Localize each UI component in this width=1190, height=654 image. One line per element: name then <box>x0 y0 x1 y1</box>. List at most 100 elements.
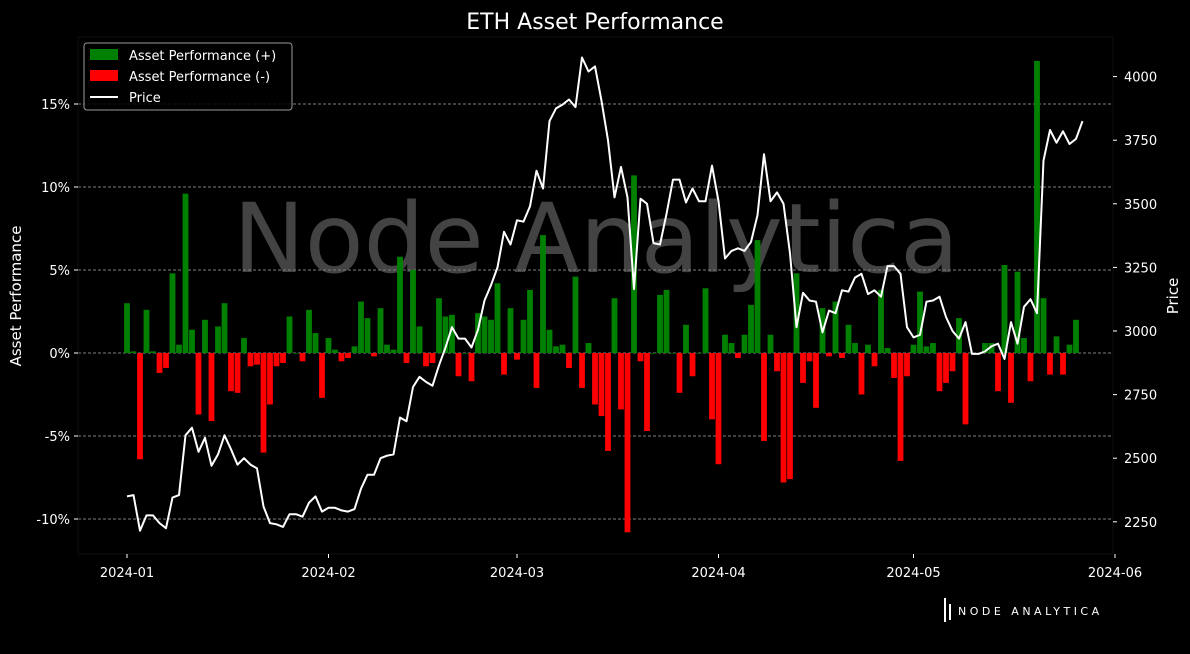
bar-positive <box>390 349 397 353</box>
logo-text: NODE ANALYTICA <box>958 605 1103 618</box>
bar-negative <box>943 353 949 383</box>
bar-positive <box>364 318 371 353</box>
bar-negative <box>689 353 696 377</box>
bar-positive <box>397 256 403 353</box>
bar-positive <box>1021 338 1027 353</box>
bar-positive <box>494 283 501 353</box>
bar-negative <box>715 353 722 465</box>
bar-positive <box>507 308 514 353</box>
bar-positive <box>865 344 871 353</box>
brand-logo: NODE ANALYTICA <box>944 598 1103 622</box>
bar-negative <box>806 353 813 362</box>
y2-tick-label: 2750 <box>1124 389 1157 404</box>
bar-negative <box>566 353 572 368</box>
y2-tick-label: 2250 <box>1124 516 1157 531</box>
bar-positive <box>143 309 150 353</box>
bar-positive <box>878 289 884 353</box>
bar-negative <box>949 353 956 372</box>
bar-negative <box>592 353 598 405</box>
bar-positive <box>384 344 390 353</box>
chart-title: ETH Asset Performance <box>466 10 723 35</box>
bar-positive <box>585 343 592 353</box>
bar-negative <box>904 353 910 377</box>
y2-tick-label: 3000 <box>1124 325 1157 340</box>
y-axis-title: Asset Performance <box>7 226 25 367</box>
bar-positive <box>832 301 839 353</box>
bar-negative <box>299 353 306 362</box>
x-tick-label: 2024-05 <box>886 566 940 581</box>
legend-label-negative: Asset Performance (-) <box>129 70 270 85</box>
price-line <box>126 56 1084 532</box>
bar-negative <box>260 353 267 453</box>
bar-negative <box>234 353 241 393</box>
bar-negative <box>254 353 260 365</box>
bar-negative <box>280 353 286 363</box>
bar-negative <box>163 353 169 368</box>
y-tick-label: -10% <box>36 513 70 528</box>
x-tick-label: 2024-04 <box>691 566 745 581</box>
legend-label-positive: Asset Performance (+) <box>129 49 276 64</box>
bar-negative <box>644 353 650 432</box>
bar-positive <box>351 346 358 353</box>
bar-negative <box>735 353 741 358</box>
plot-frame <box>77 36 1114 555</box>
bar-positive <box>663 289 670 353</box>
bar-negative <box>618 353 624 410</box>
right-axis: 2250 2500 2750 3000 3250 3500 3750 4000 <box>1113 71 1157 531</box>
y2-tick-label: 3500 <box>1124 198 1157 213</box>
bar-positive <box>215 326 221 353</box>
bar-negative <box>429 353 436 363</box>
bar-positive <box>910 344 917 353</box>
bar-positive <box>488 319 494 353</box>
bar-negative <box>403 353 410 363</box>
bar-positive <box>449 314 455 353</box>
bar-negative <box>267 353 273 405</box>
bar-positive <box>436 298 442 353</box>
bar-negative <box>897 353 904 461</box>
legend-swatch-negative <box>90 70 118 81</box>
logo-mark-tall <box>944 598 946 622</box>
bar-positive <box>683 324 689 353</box>
bar-negative <box>962 353 969 425</box>
bar-positive <box>793 273 800 353</box>
legend-swatch-positive <box>90 49 118 60</box>
price-series <box>126 56 1084 532</box>
bar-positive <box>527 289 533 353</box>
bar-positive <box>410 270 416 353</box>
bar-negative <box>605 353 611 451</box>
bar-negative <box>813 353 819 408</box>
y2-tick-label: 3750 <box>1124 134 1157 149</box>
bar-negative <box>1008 353 1014 403</box>
y-tick-label: 5% <box>49 264 70 279</box>
bar-negative <box>871 353 878 367</box>
bar-negative <box>228 353 234 392</box>
bar-positive <box>540 235 546 353</box>
x-tick-label: 2024-03 <box>490 566 544 581</box>
x-axis: 2024-01 2024-02 2024-03 2024-04 2024-05 2024-… <box>100 554 1142 581</box>
bar-positive <box>917 291 923 353</box>
bar-positive <box>169 273 176 353</box>
bar-positive <box>572 276 579 353</box>
bar-positive <box>982 343 988 353</box>
bar-positive <box>377 308 384 353</box>
bar-positive <box>221 303 228 353</box>
bar-positive <box>124 303 130 353</box>
bar-positive <box>631 175 637 353</box>
bar-negative <box>455 353 462 377</box>
bar-negative <box>423 353 429 367</box>
bar-positive <box>182 193 189 353</box>
bar-positive <box>520 319 527 353</box>
bar-positive <box>657 294 663 353</box>
bar-negative <box>514 353 520 360</box>
bar-negative <box>533 353 540 388</box>
bar-positive <box>306 309 312 353</box>
bar-positive <box>754 240 761 353</box>
bar-positive <box>728 343 735 353</box>
bar-positive <box>845 324 852 353</box>
bar-positive <box>325 338 332 353</box>
legend-box <box>83 42 293 111</box>
bar-positive <box>475 313 481 353</box>
x-tick-label: 2024-02 <box>301 566 355 581</box>
watermark-text: Node Analytica <box>233 183 959 295</box>
performance-bars <box>124 60 1079 533</box>
